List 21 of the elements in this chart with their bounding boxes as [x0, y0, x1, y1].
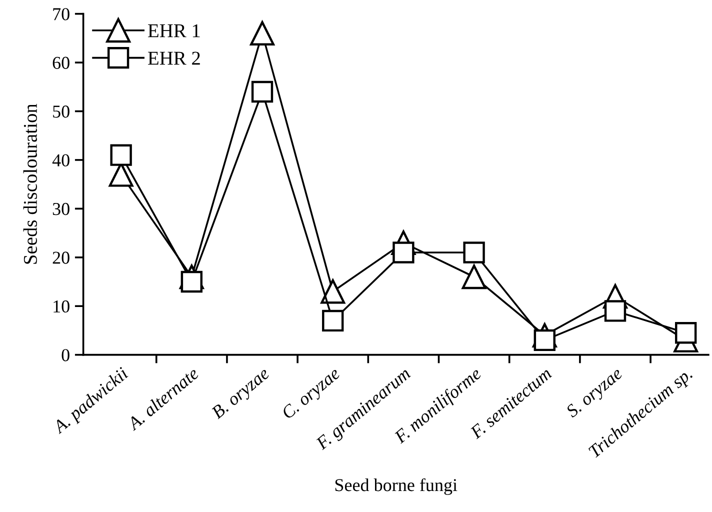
y-axis-title: Seeds discolouration — [23, 104, 37, 264]
legend-label: EHR 1 — [148, 24, 200, 38]
y-tick-label: 0 — [62, 349, 70, 362]
y-tick-label: 30 — [52, 202, 70, 216]
point — [463, 242, 485, 264]
point — [110, 144, 132, 166]
point — [604, 300, 626, 322]
y-tick-label: 40 — [52, 154, 70, 166]
point — [322, 310, 344, 332]
y-tick-label: 20 — [52, 252, 70, 264]
legend-label: EHR 2 — [148, 52, 200, 65]
point — [462, 264, 486, 290]
x-axis-title: Seed borne fungi — [335, 478, 458, 495]
point — [675, 322, 697, 344]
y-tick-label: 60 — [52, 56, 70, 69]
point — [250, 21, 274, 46]
point — [251, 80, 274, 103]
point — [320, 279, 346, 304]
y-tick-label: 70 — [53, 8, 70, 20]
y-tick-label: 10 — [54, 300, 70, 313]
y-tick-label: 50 — [53, 106, 70, 118]
